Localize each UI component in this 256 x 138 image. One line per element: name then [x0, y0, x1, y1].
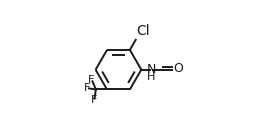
Text: N: N	[147, 63, 156, 76]
Text: H: H	[147, 72, 156, 82]
Text: O: O	[173, 62, 183, 75]
Text: F: F	[84, 83, 91, 93]
Text: F: F	[88, 75, 94, 85]
Text: Cl: Cl	[136, 24, 150, 38]
Text: F: F	[91, 95, 98, 105]
